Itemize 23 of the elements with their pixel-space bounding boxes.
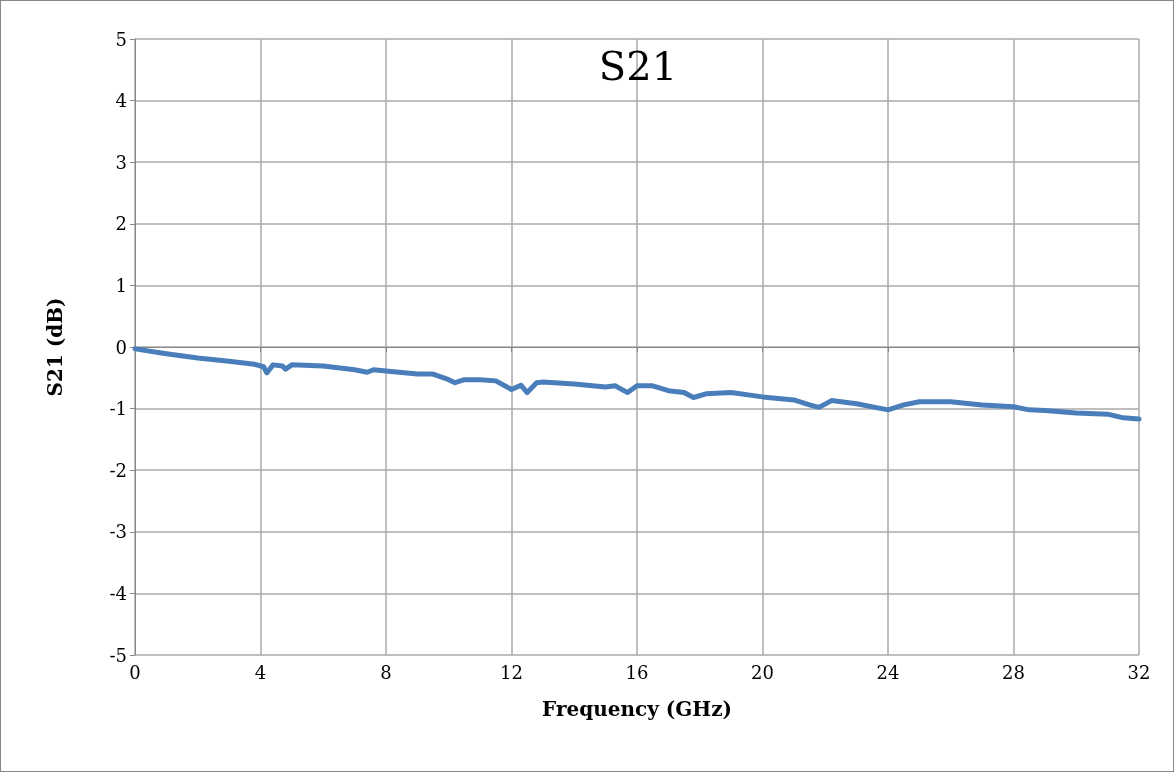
x-tick-label: 24	[876, 661, 900, 683]
y-tick-label: 1	[115, 274, 127, 296]
x-tick-label: 4	[254, 661, 267, 683]
y-tick-label: -1	[109, 398, 127, 420]
x-tick-label: 8	[380, 661, 392, 683]
x-tick-label: 28	[1002, 661, 1025, 683]
chart-title: S21	[598, 43, 678, 89]
x-tick-label: 12	[500, 661, 523, 683]
y-axis-title: S21 (dB)	[43, 297, 67, 397]
x-tick-label: 0	[129, 661, 141, 683]
y-tick-label: -2	[109, 459, 127, 481]
y-tick-label: 2	[115, 213, 127, 235]
y-tick-label: -3	[109, 521, 127, 543]
y-tick-label: -4	[109, 582, 127, 604]
y-tick-label: 3	[115, 151, 127, 173]
x-tick-label: 16	[625, 661, 649, 683]
y-tick-label: -5	[109, 644, 127, 666]
y-tick-label: 4	[115, 90, 127, 112]
x-tick-label: 20	[751, 661, 774, 683]
y-tick-label: 5	[115, 28, 127, 50]
x-tick-label: 32	[1127, 661, 1151, 683]
x-axis-title: Frequency (GHz)	[542, 697, 732, 721]
y-tick-label: 0	[115, 336, 127, 358]
